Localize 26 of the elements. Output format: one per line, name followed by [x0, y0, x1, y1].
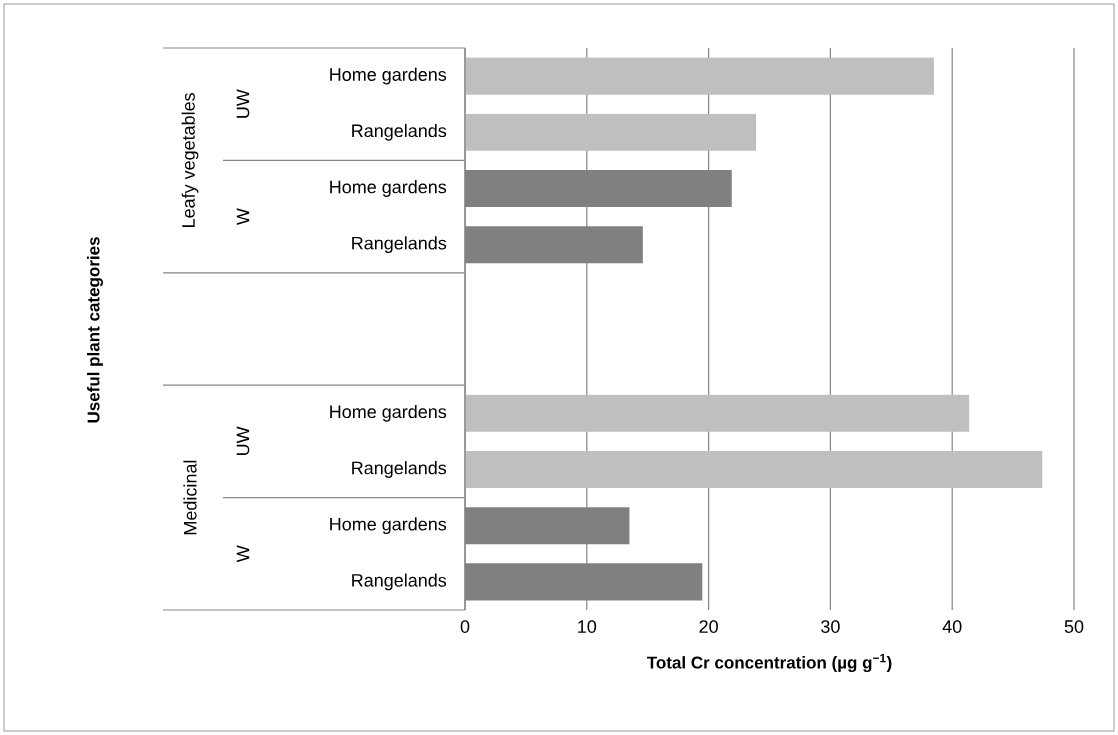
- y-tick-label: Rangelands: [352, 573, 447, 591]
- y-tick-label: Rangelands: [352, 236, 447, 254]
- x-tick-label: 0: [460, 620, 470, 633]
- text: UW: [236, 89, 250, 118]
- x-tick-label: 40: [942, 620, 962, 633]
- y-tick-label: Rangelands: [352, 123, 447, 141]
- x-tick-label: 30: [821, 620, 840, 633]
- y-tick-label: Home gardens: [330, 404, 447, 422]
- x-tick-label: 20: [699, 620, 718, 633]
- x-axis-title: Total Cr concentration (µg g$^{−1}$): [646, 653, 892, 673]
- text: Useful plant categories: [87, 237, 103, 423]
- text: Leafy vegetables: [181, 93, 199, 227]
- text: W: [236, 545, 250, 563]
- bar: [465, 57, 934, 95]
- x-tick-label: 10: [578, 620, 597, 633]
- y-tick-label: Home gardens: [330, 180, 447, 197]
- y-tick-label: Home gardens: [330, 67, 447, 85]
- text: UW: [236, 426, 250, 455]
- text: W: [236, 208, 250, 225]
- bar: [465, 394, 970, 432]
- bar: [465, 113, 757, 151]
- x-tick-label: 50: [1064, 620, 1084, 633]
- y-tick-label: Home gardens: [330, 517, 447, 535]
- y-tick-label: Rangelands: [352, 461, 447, 478]
- bar: [465, 450, 1043, 489]
- text: Medicinal: [183, 460, 197, 535]
